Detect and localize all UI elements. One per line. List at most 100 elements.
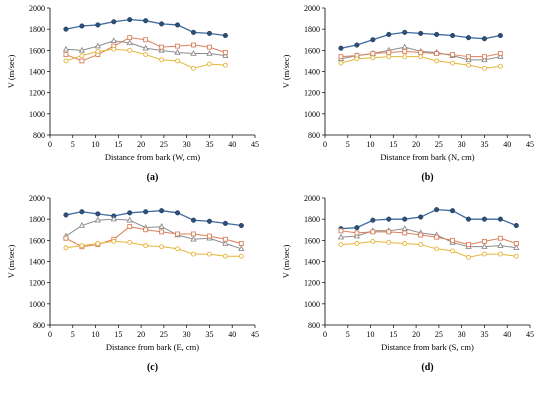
data-point [386,216,392,222]
data-point [63,212,69,218]
series-line [65,240,242,257]
panel-label-a: (a) [147,172,159,183]
series-line [340,228,517,249]
data-point [222,236,228,242]
y-tick-label: 1400 [304,258,320,267]
y-tick-label: 800 [33,321,45,330]
y-tick-label: 1800 [304,25,320,34]
data-point [481,243,488,249]
data-point [418,54,424,60]
data-point [190,29,197,35]
data-point [62,45,70,52]
x-axis-label-a: Distance from bark (W, cm) [105,152,200,162]
data-point [190,217,197,223]
orange-line-c [63,224,244,250]
gray-line-a [62,37,229,58]
data-point [63,52,69,58]
data-point [450,237,456,243]
data-point [513,244,520,250]
data-point [466,54,471,60]
data-point [337,233,345,240]
x-tick-label: 5 [346,330,350,339]
orange-line-d [338,228,519,248]
series-line [340,240,517,258]
data-point [481,65,487,71]
data-point [158,46,165,53]
data-point [386,240,392,245]
data-point [354,225,360,231]
data-point [481,54,487,60]
x-tick-label: 45 [251,330,259,339]
data-point [450,208,456,214]
x-axis-label-b: Distance from bark (N, cm) [380,152,474,162]
data-point [175,231,181,237]
x-tick-label: 35 [480,330,488,339]
data-point [127,35,133,41]
data-point [206,49,213,56]
gray-line-d [337,225,520,250]
x-tick-label: 15 [114,330,122,339]
data-point [497,251,503,257]
data-point [79,23,85,29]
x-tick-label: 20 [412,330,420,339]
data-point [63,58,69,64]
x-tick-label: 25 [435,330,443,339]
y-tick-label: 1800 [29,215,45,224]
data-point [142,44,149,51]
data-point [434,51,440,56]
data-point [402,230,408,236]
x-tick-label: 25 [160,330,168,339]
data-point [143,209,149,215]
data-point [434,234,440,240]
data-point [450,52,456,58]
data-point [63,26,69,32]
data-point [190,235,197,242]
x-tick-label: 30 [183,140,191,149]
data-point [497,51,503,56]
x-tick-label: 40 [228,140,236,149]
data-point [465,35,472,41]
data-point [418,30,424,36]
x-tick-label: 5 [71,330,75,339]
y-tick-label: 1000 [304,110,320,119]
data-point [191,231,196,237]
data-point [402,29,408,35]
y-tick-label: 1000 [304,300,320,309]
x-tick-label: 10 [92,140,100,149]
data-point [386,50,392,55]
data-point [79,53,85,59]
data-point [466,254,471,260]
y-tick-label: 1400 [29,258,45,267]
y-tick-label: 1000 [29,110,45,119]
x-tick-label: 35 [480,140,488,149]
data-point [63,235,69,241]
data-point [418,50,424,55]
data-point [159,44,165,50]
data-point [175,43,181,49]
data-point [370,51,376,56]
data-point [175,246,181,252]
data-point [497,63,503,69]
data-point [158,223,165,229]
y-tick-label: 1800 [304,215,320,224]
y-tick-label: 2000 [29,194,45,203]
x-tick-label: 45 [251,140,259,149]
y-tick-label: 1600 [29,46,45,55]
blue-line-c [63,208,244,229]
y-axis-label-b: V (m/sec) [281,55,291,89]
data-point [418,242,424,248]
data-point [127,224,133,230]
data-point [127,47,133,53]
data-point [143,52,149,58]
data-point [402,48,408,54]
data-point [206,61,212,67]
x-tick-label: 15 [389,330,397,339]
data-point [126,39,133,46]
data-point [338,60,344,66]
data-point [370,217,376,223]
data-point [338,45,344,51]
x-tick-label: 30 [458,140,466,149]
data-point [513,253,519,259]
data-point [466,242,471,248]
data-point [222,50,228,55]
